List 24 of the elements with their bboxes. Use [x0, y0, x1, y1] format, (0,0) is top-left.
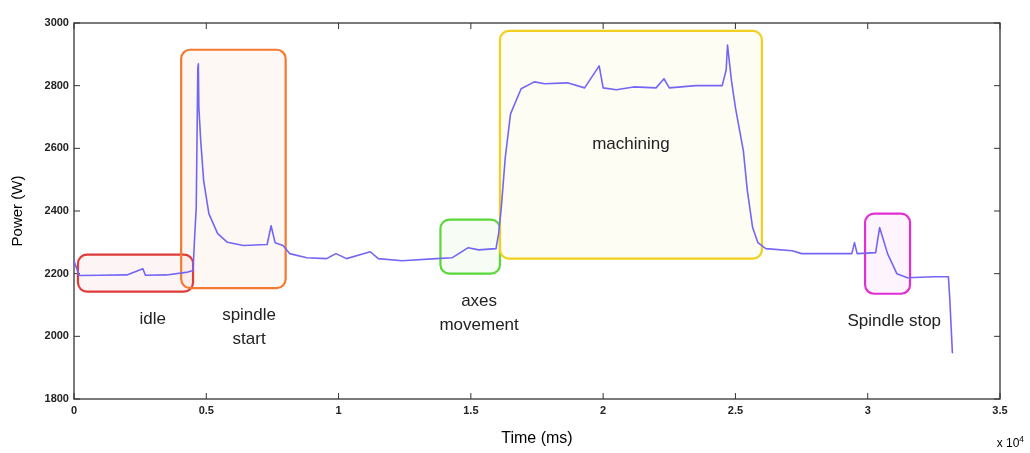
x-tick-label: 1 — [335, 404, 342, 416]
x-tick-label: 1.5 — [463, 404, 479, 416]
band-label: Spindle stop — [847, 311, 942, 331]
x-tick-label: 0 — [70, 404, 78, 416]
band-label: idle — [139, 309, 167, 329]
text: x 10$^{4}$ — [996, 434, 1025, 450]
y-axis-title: Power (W) — [8, 175, 25, 247]
line-series — [73, 44, 954, 354]
band-label: spindle start — [222, 305, 277, 349]
x-tick-label: 0.5 — [198, 404, 214, 416]
y-tick-label: 2600 — [44, 141, 69, 154]
y-tick-label: 3000 — [44, 15, 69, 28]
x-tick-label: 3.5 — [992, 404, 1008, 416]
band-label: machining — [592, 134, 670, 154]
band-label: axes movement — [439, 291, 520, 335]
y-tick-label: 2000 — [44, 329, 69, 342]
x-tick-label: 2 — [600, 404, 607, 416]
y-tick-label: 2400 — [44, 203, 69, 216]
x-axis-title: Time (ms) — [501, 429, 573, 446]
x-tick-label: 2.5 — [727, 404, 744, 416]
y-tick-label: 2800 — [44, 78, 69, 91]
y-tick-label: 2200 — [44, 266, 69, 279]
x-tick-label: 3 — [864, 404, 871, 416]
y-tick-label: 1800 — [44, 391, 69, 404]
